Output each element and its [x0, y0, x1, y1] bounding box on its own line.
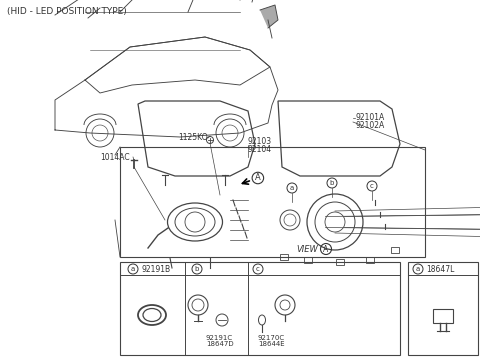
Text: 92191C: 92191C [206, 335, 233, 341]
Text: 18647L: 18647L [426, 265, 455, 274]
Text: a: a [290, 185, 294, 191]
Bar [120, 262, 400, 355]
Bar [280, 254, 288, 260]
Text: 18647D: 18647D [206, 341, 234, 347]
Bar [120, 147, 425, 257]
Text: 92101A: 92101A [355, 113, 384, 122]
Bar [391, 247, 399, 253]
Bar [336, 259, 344, 265]
Text: VIEW: VIEW [296, 244, 318, 253]
Text: 92191B: 92191B [141, 265, 170, 274]
Text: 1125KO: 1125KO [178, 134, 208, 143]
Bar [366, 257, 374, 263]
Text: 18644E: 18644E [258, 341, 285, 347]
Text: b: b [195, 266, 199, 272]
Polygon shape [260, 5, 278, 28]
Text: A: A [255, 173, 261, 182]
Bar [433, 309, 453, 323]
Text: (HID - LED POSITION TYPE): (HID - LED POSITION TYPE) [7, 7, 127, 16]
Text: 92170C: 92170C [258, 335, 285, 341]
Text: a: a [131, 266, 135, 272]
Text: 92104: 92104 [248, 145, 272, 154]
Text: b: b [330, 180, 334, 186]
Bar [408, 262, 478, 355]
Text: c: c [256, 266, 260, 272]
Text: 92103: 92103 [248, 137, 272, 146]
Text: a: a [416, 266, 420, 272]
Text: 1014AC: 1014AC [100, 153, 130, 162]
Text: 92102A: 92102A [355, 121, 384, 131]
Text: c: c [370, 183, 374, 189]
Text: A: A [324, 244, 329, 253]
Bar [304, 257, 312, 263]
